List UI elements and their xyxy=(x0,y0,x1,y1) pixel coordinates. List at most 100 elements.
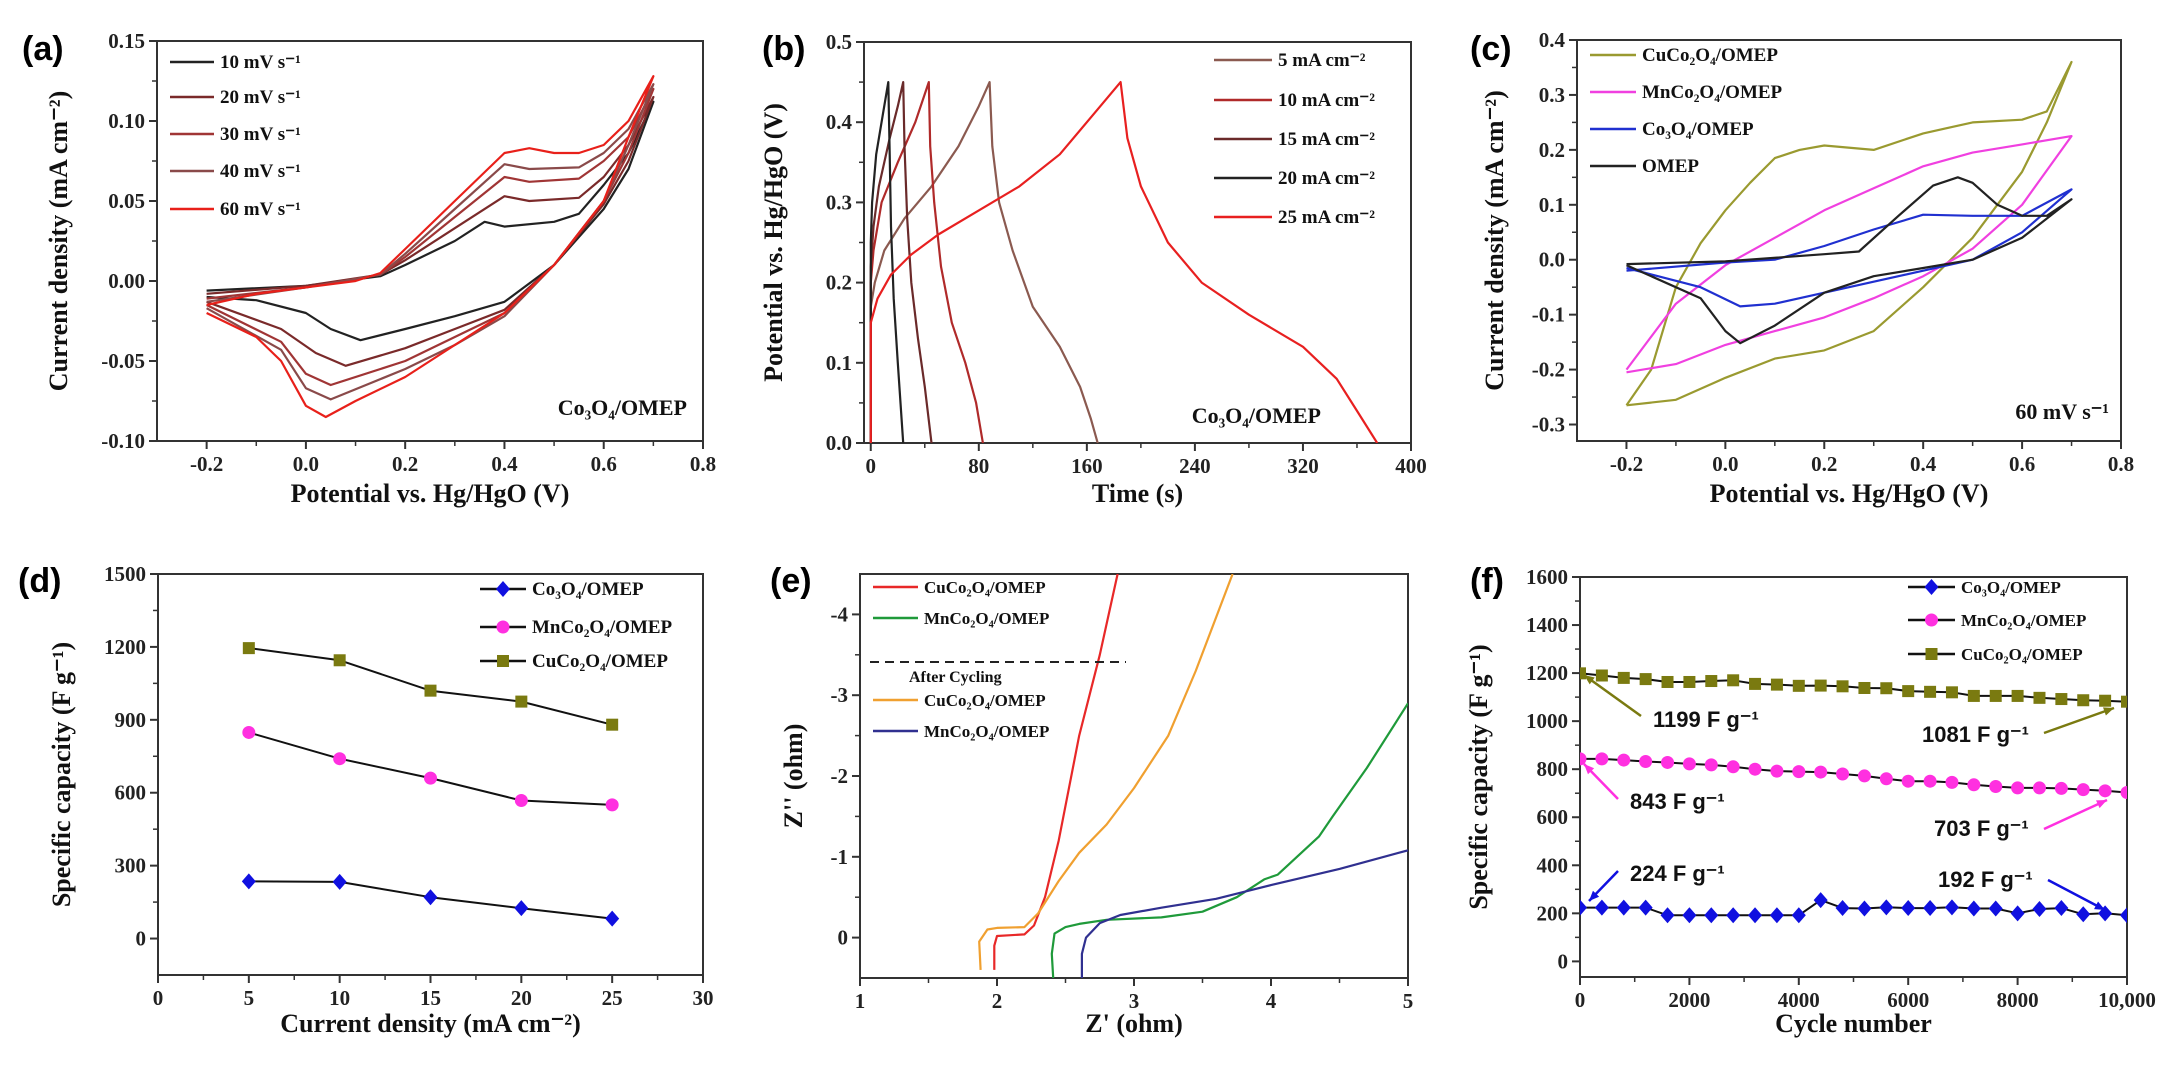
data-point xyxy=(2076,906,2091,923)
legend-item: CuCo₂O₄/OMEP xyxy=(480,651,668,672)
y-axis-label: Z'' (ohm) xyxy=(779,724,808,829)
legend-item: MnCo₂O₄/OMEP xyxy=(480,617,673,638)
plot-frame xyxy=(1579,576,2128,978)
y-tick-label: -0.05 xyxy=(101,349,145,373)
x-tick-label: 400 xyxy=(1395,454,1427,478)
data-point xyxy=(242,725,256,739)
data-point xyxy=(1748,907,1763,924)
panel-a: -0.2 0.0 0.2 0.4 0.6 0.8 -0.10 -0.05 0.00 0.05 0.1… xyxy=(22,29,716,508)
y-tick-label: -0.1 xyxy=(1532,303,1565,327)
legend-label: MnCo₂O₄/OMEP xyxy=(1961,611,2086,630)
data-point xyxy=(1639,755,1653,769)
data-point xyxy=(1902,685,1915,698)
x-tick-label: 0.0 xyxy=(293,452,319,476)
legend-item: 15 mA cm⁻² xyxy=(1214,129,1375,150)
legend-item: Co₃O₄/OMEP xyxy=(1590,119,1754,140)
series-line-0 xyxy=(869,81,1099,443)
legend-label: 25 mA cm⁻² xyxy=(1278,207,1375,228)
x-tick-label: 15 xyxy=(420,986,441,1010)
y-tick-label: 900 xyxy=(115,708,147,732)
annotation-arrow xyxy=(2043,706,2115,735)
data-point xyxy=(1814,765,1828,779)
y-tick-label: 0.0 xyxy=(1539,248,1565,272)
y-tick-label: 0.15 xyxy=(108,29,145,53)
arrow-head-icon xyxy=(1589,890,1600,901)
x-tick-label: 0.8 xyxy=(2108,452,2134,476)
legend-label: 20 mA cm⁻² xyxy=(1278,168,1375,189)
data-point xyxy=(1683,675,1696,688)
y-tick-label: 0.0 xyxy=(826,431,852,455)
series-layer xyxy=(1580,667,2127,924)
y-tick-label: -2 xyxy=(831,764,849,788)
y-tick-label: 0.10 xyxy=(108,109,145,133)
data-point xyxy=(2032,781,2046,795)
y-tick-label: 300 xyxy=(115,854,147,878)
data-point xyxy=(2032,901,2047,918)
legend-label: 40 mV s⁻¹ xyxy=(220,161,301,182)
legend-label: 30 mV s⁻¹ xyxy=(220,124,301,145)
y-tick-label: 0.1 xyxy=(1539,193,1565,217)
data-point xyxy=(2121,695,2127,708)
sample-note: 60 mV s⁻¹ xyxy=(2015,399,2109,424)
y-tick-label: 0.00 xyxy=(108,269,145,293)
data-point xyxy=(1769,907,1784,924)
panel-label: (b) xyxy=(762,30,805,68)
data-point xyxy=(514,794,528,808)
annotation: 224 F g⁻¹ xyxy=(1588,861,1725,902)
data-point xyxy=(1727,674,1740,687)
x-axis-label: Z' (ohm) xyxy=(1085,1009,1183,1038)
data-point xyxy=(605,910,620,927)
data-point xyxy=(1923,900,1938,917)
series-layer xyxy=(206,75,655,419)
legend-item: MnCo₂O₄/OMEP xyxy=(1908,611,2086,630)
data-point xyxy=(1879,899,1894,916)
legend-label: 60 mV s⁻¹ xyxy=(220,199,301,220)
data-point xyxy=(1704,907,1719,924)
data-point xyxy=(514,900,529,917)
data-point xyxy=(1858,681,1871,694)
annotation: 843 F g⁻¹ xyxy=(1583,763,1725,814)
data-point xyxy=(1989,779,2003,793)
series-line-0 xyxy=(993,574,1119,970)
legend-item: CuCo₂O₄/OMEP xyxy=(1908,645,2083,664)
data-point xyxy=(515,695,528,708)
data-point xyxy=(242,642,255,655)
data-point xyxy=(1945,686,1958,699)
y-axis-label: Current density (mA cm⁻²) xyxy=(44,91,73,392)
series-line-1 xyxy=(206,95,655,367)
annotation-arrow xyxy=(1583,673,1642,718)
x-tick-label: 0.2 xyxy=(1811,452,1837,476)
y-tick-label: 0 xyxy=(1558,949,1569,973)
legend-item: MnCo₂O₄/OMEP xyxy=(1590,82,1783,103)
legend-label: 10 mA cm⁻² xyxy=(1278,90,1375,111)
data-point xyxy=(1580,899,1587,916)
series-line-0 xyxy=(206,100,655,342)
legend-label: OMEP xyxy=(1642,156,1699,177)
legend-item: CuCo₂O₄/OMEP xyxy=(1590,45,1778,66)
series-line-2 xyxy=(869,81,933,443)
data-point xyxy=(1682,757,1696,771)
x-tick-label: 5 xyxy=(1403,989,1414,1013)
data-point xyxy=(2054,781,2068,795)
data-point xyxy=(1726,907,1741,924)
legend-item: Co₃O₄/OMEP xyxy=(480,579,644,600)
data-point xyxy=(1616,899,1631,916)
series-layer xyxy=(241,642,620,927)
data-point xyxy=(2011,689,2024,702)
data-point xyxy=(2098,784,2112,798)
annotation-label: 703 F g⁻¹ xyxy=(1934,816,2029,841)
data-point xyxy=(1595,669,1608,682)
x-tick-label: 2000 xyxy=(1668,988,1710,1012)
x-tick-label: 3 xyxy=(1129,989,1140,1013)
data-point xyxy=(1791,907,1806,924)
legend-marker xyxy=(1924,579,1939,595)
y-tick-label: 1600 xyxy=(1526,565,1568,589)
annotation: 1081 F g⁻¹ xyxy=(1922,706,2115,747)
y-tick-label: -3 xyxy=(831,683,849,707)
data-point xyxy=(2055,693,2068,706)
plot-frame xyxy=(156,40,704,442)
annotation-label: 843 F g⁻¹ xyxy=(1630,789,1725,814)
series-line-4 xyxy=(869,81,1379,443)
annotation-label: 192 F g⁻¹ xyxy=(1938,867,2033,892)
